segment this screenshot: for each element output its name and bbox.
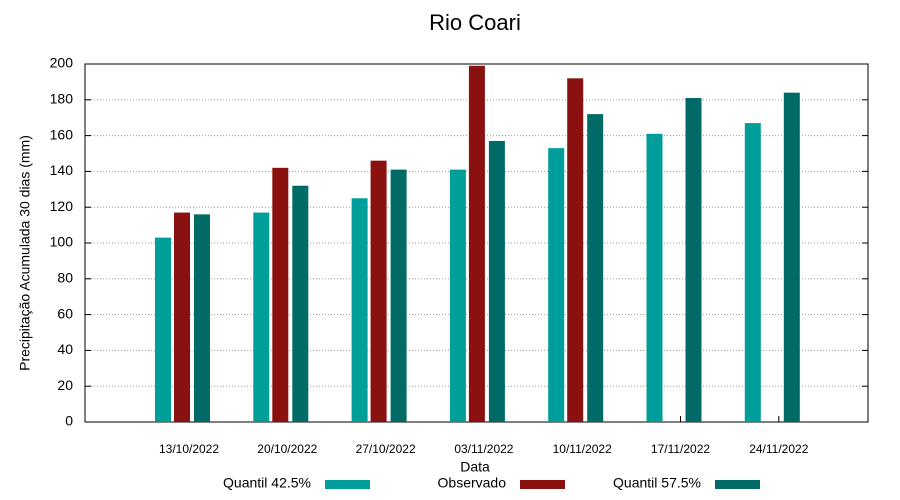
bar — [548, 148, 565, 422]
y-axis-label: Precipitação Acumulada 30 dias (mm) — [17, 135, 33, 371]
bar — [488, 140, 505, 422]
x-tick-label: 13/10/2022 — [159, 442, 219, 456]
x-tick-label: 03/11/2022 — [454, 442, 513, 456]
bar — [468, 65, 485, 422]
y-tick-label: 0 — [65, 413, 73, 429]
y-tick-label: 180 — [50, 91, 74, 107]
bar — [253, 212, 270, 422]
bar — [194, 214, 210, 422]
x-tick-label: 10/11/2022 — [553, 442, 612, 456]
bar — [783, 92, 800, 422]
bar — [744, 123, 761, 422]
bar — [370, 160, 387, 422]
x-tick-label: 17/11/2022 — [651, 442, 710, 456]
x-tick-label: 24/11/2022 — [749, 442, 808, 456]
bar — [351, 198, 368, 422]
legend-swatch — [715, 480, 760, 489]
bar — [449, 169, 466, 422]
bar — [390, 169, 407, 422]
y-tick-label: 80 — [57, 270, 73, 286]
bar — [567, 78, 584, 422]
bar — [174, 212, 190, 422]
y-tick-label: 60 — [57, 305, 73, 321]
y-tick-label: 100 — [50, 234, 74, 250]
y-tick-label: 40 — [57, 341, 73, 357]
legend-label: Quantil 42.5% — [223, 475, 311, 491]
x-tick-label: 20/10/2022 — [257, 442, 317, 456]
y-tick-label: 120 — [50, 198, 74, 214]
bar — [685, 98, 702, 422]
bar — [292, 185, 309, 422]
x-axis-label: Data — [460, 459, 490, 475]
legend-label: Observado — [438, 475, 507, 491]
bar — [272, 167, 289, 422]
x-tick-label: 27/10/2022 — [356, 442, 416, 456]
legend-swatch — [325, 480, 370, 489]
legend-swatch — [520, 480, 565, 489]
y-tick-label: 160 — [50, 126, 74, 142]
legend-label: Quantil 57.5% — [613, 475, 701, 491]
y-tick-label: 140 — [50, 162, 74, 178]
bar — [646, 133, 663, 422]
bar — [155, 237, 171, 422]
y-tick-label: 200 — [50, 55, 74, 71]
y-tick-label: 20 — [57, 377, 73, 393]
chart-title: Rio Coari — [429, 10, 521, 35]
bar — [587, 114, 604, 423]
